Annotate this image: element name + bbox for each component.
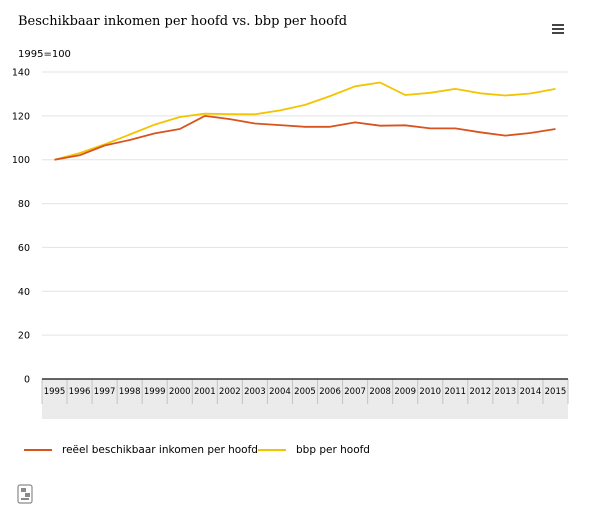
x-tick-label: 1998: [119, 387, 141, 397]
x-tick-label: 2002: [219, 387, 241, 397]
legend-label-income: reëel beschikbaar inkomen per hoofd: [62, 444, 258, 456]
x-tick-label: 2005: [294, 387, 316, 397]
legend-item-gdp[interactable]: bbp per hoofd: [258, 444, 370, 456]
cbs-logo-icon: [17, 484, 33, 504]
x-tick-label: 2004: [269, 387, 291, 397]
y-tick-label: 100: [12, 155, 30, 166]
y-tick-label: 80: [18, 199, 30, 210]
x-tick-label: 2012: [470, 387, 492, 397]
x-tick-label: 1995: [44, 387, 66, 397]
y-tick-label: 20: [18, 331, 30, 342]
y-tick-label: 120: [12, 111, 30, 122]
x-tick-label: 1997: [94, 387, 116, 397]
x-tick-label: 2009: [394, 387, 416, 397]
x-axis-band: [42, 379, 568, 419]
y-tick-label: 60: [18, 243, 30, 254]
x-tick-label: 2006: [319, 387, 341, 397]
x-tick-label: 2013: [495, 387, 517, 397]
x-tick-label: 2003: [244, 387, 266, 397]
chart-menu-button[interactable]: [552, 24, 564, 35]
x-tick-label: 2007: [344, 387, 366, 397]
unit-label: 1995=100: [18, 49, 71, 60]
x-tick-label: 1999: [144, 387, 166, 397]
x-tick-label: 2015: [545, 387, 567, 397]
y-tick-label: 140: [12, 68, 30, 79]
series-line-income: [54, 115, 556, 161]
x-tick-label: 2008: [369, 387, 391, 397]
legend-label-gdp: bbp per hoofd: [296, 444, 370, 456]
legend-swatch-income: [24, 449, 52, 451]
x-tick-label: 1996: [69, 387, 91, 397]
legend-item-income[interactable]: reëel beschikbaar inkomen per hoofd: [24, 444, 258, 456]
x-tick-label: 2014: [520, 387, 542, 397]
x-tick-label: 2011: [444, 387, 466, 397]
hamburger-menu-icon-bar: [552, 32, 564, 34]
y-tick-label: 0: [24, 375, 30, 386]
x-tick-label: 2001: [194, 387, 216, 397]
y-tick-label: 40: [18, 287, 30, 298]
hamburger-menu-icon-bar: [552, 28, 564, 30]
x-tick-label: 2010: [419, 387, 441, 397]
chart-title: Beschikbaar inkomen per hoofd vs. bbp pe…: [18, 14, 348, 29]
legend-swatch-gdp: [258, 449, 286, 451]
x-tick-label: 2000: [169, 387, 191, 397]
series-line-gdp: [54, 81, 556, 161]
hamburger-menu-icon: [552, 24, 564, 26]
